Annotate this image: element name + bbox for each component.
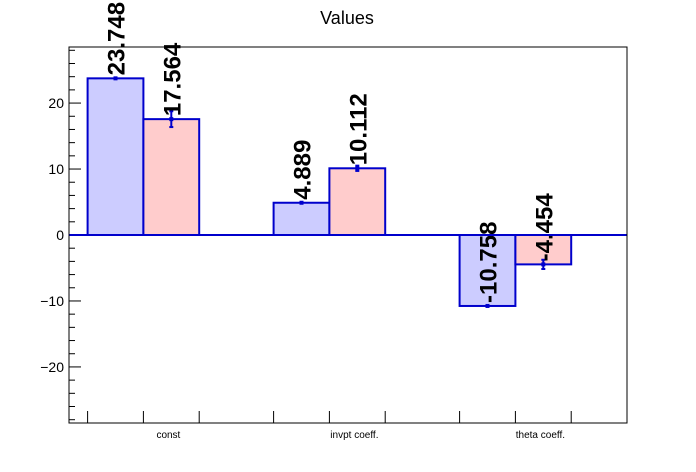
point-marker <box>541 262 546 267</box>
bar <box>328 167 387 236</box>
bar <box>458 234 517 307</box>
y-tick-label: −10 <box>40 293 64 309</box>
data-label: 23.748 <box>104 2 131 75</box>
y-tick-label: 0 <box>56 227 64 243</box>
plot-frame <box>68 46 628 424</box>
chart-title: Values <box>320 8 374 28</box>
y-tick-label: 20 <box>48 95 64 111</box>
data-label: 17.564 <box>159 42 186 116</box>
category-label: const <box>156 430 180 441</box>
bar <box>142 118 201 236</box>
plot-area: −20 −10 0 10 20 const invpt coeff. theta coeff.… <box>40 2 627 441</box>
point-marker <box>169 117 174 122</box>
data-label: -10.758 <box>476 222 503 303</box>
y-tick-label: 10 <box>48 161 64 177</box>
point-marker <box>485 303 490 308</box>
data-label: 10.112 <box>345 93 372 165</box>
point-marker <box>113 76 118 81</box>
data-label: 4.889 <box>290 140 317 200</box>
bar <box>272 201 331 236</box>
point-marker <box>299 200 304 205</box>
category-label: theta coeff. <box>516 430 565 441</box>
y-tick-label: −20 <box>40 359 64 375</box>
category-label: invpt coeff. <box>330 430 378 441</box>
data-label: -4.454 <box>531 193 558 262</box>
bar <box>86 77 145 236</box>
point-marker <box>355 166 360 171</box>
